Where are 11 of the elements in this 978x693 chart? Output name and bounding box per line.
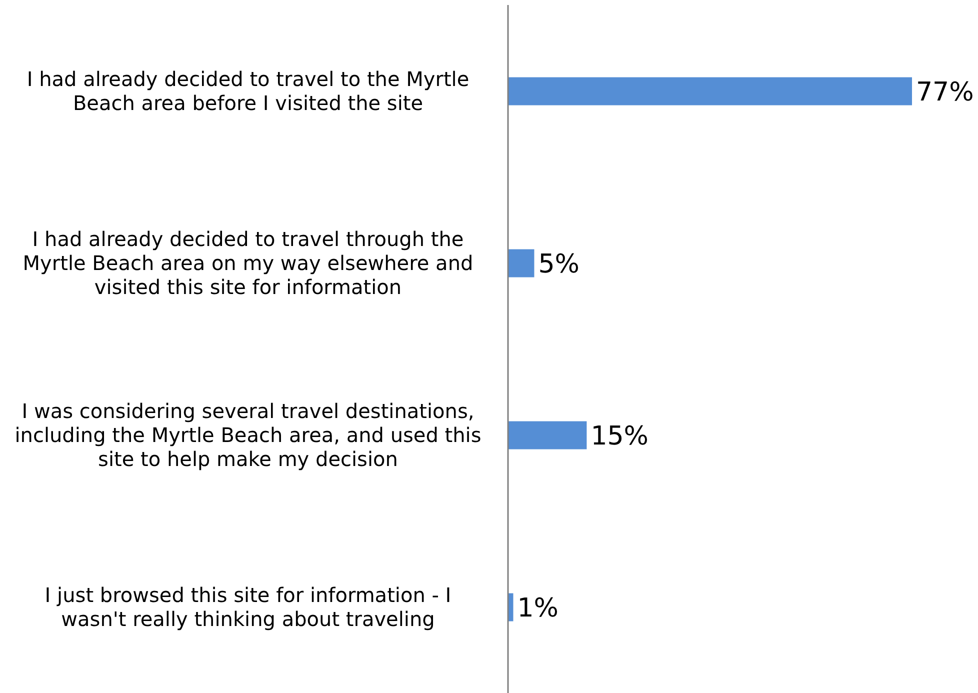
bar (508, 249, 534, 278)
bar (508, 421, 587, 450)
data-label: 77% (916, 77, 974, 108)
y-tick-label: I was considering several travel destinations, including the Myrtle Beach area, and used this site to help make my decision (14, 399, 482, 471)
data-label: 5% (538, 249, 580, 280)
data-label: 15% (590, 421, 648, 452)
data-label: 1% (517, 593, 558, 624)
y-tick-label: I had already decided to travel through the Myrtle Beach area on my way elsewhere and visited this site for information (22, 227, 474, 299)
y-tick-label: I just browsed this site for information - I wasn't really thinking about traveling (44, 583, 452, 631)
bar (508, 77, 912, 106)
y-tick-label: I had already decided to travel to the Myrtle Beach area before I visited the site (26, 67, 470, 115)
